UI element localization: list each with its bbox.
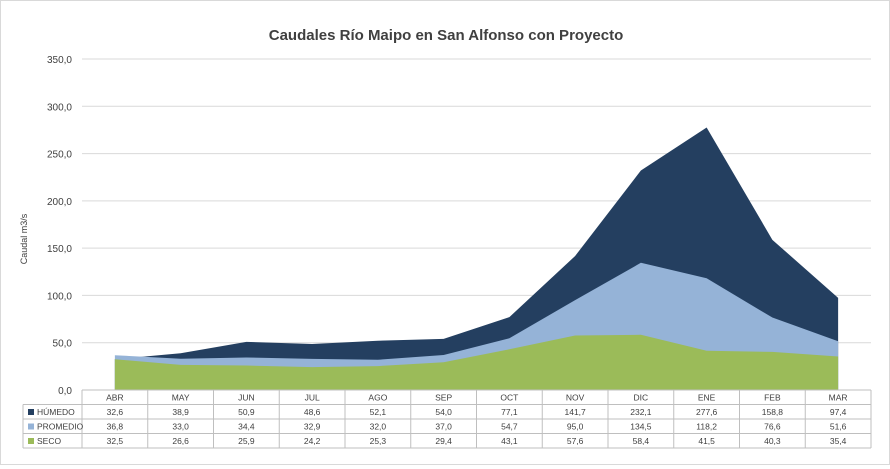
data-label: 33,0	[172, 422, 189, 432]
y-axis-ticks: 0,0 50,0 100,0 150,0 200,0 250,0 300,0 350,0	[47, 55, 72, 397]
legend-key-seco	[28, 438, 34, 444]
y-tick-label: 100,0	[47, 291, 72, 302]
data-label: 37,0	[435, 422, 452, 432]
data-label: 158,8	[762, 407, 784, 417]
data-label: 32,9	[304, 422, 321, 432]
data-label: 50,9	[238, 407, 255, 417]
data-label: 35,4	[830, 436, 847, 446]
data-label: 38,9	[172, 407, 189, 417]
x-tick-label: DIC	[634, 393, 649, 403]
x-tick-label: ABR	[106, 393, 123, 403]
x-tick-label: MAR	[829, 393, 848, 403]
data-label: 97,4	[830, 407, 847, 417]
data-label: 25,9	[238, 436, 255, 446]
data-label: 48,6	[304, 407, 321, 417]
legend-key-promedio	[28, 424, 34, 430]
legend-label-húmedo: HÚMEDO	[37, 407, 75, 417]
x-tick-label: JUL	[305, 393, 320, 403]
data-label: 76,6	[764, 422, 781, 432]
data-label: 25,3	[370, 436, 387, 446]
data-label: 134,5	[630, 422, 652, 432]
data-label: 24,2	[304, 436, 321, 446]
data-label: 77,1	[501, 407, 518, 417]
legend-label-seco: SECO	[37, 436, 61, 446]
data-label: 32,6	[107, 407, 124, 417]
data-label: 141,7	[564, 407, 586, 417]
data-label: 40,3	[764, 436, 781, 446]
x-tick-label: SEP	[435, 393, 452, 403]
x-tick-label: MAY	[172, 393, 190, 403]
y-tick-label: 250,0	[47, 150, 72, 161]
y-tick-label: 350,0	[47, 55, 72, 66]
data-label: 54,7	[501, 422, 518, 432]
plot-areas	[82, 127, 871, 390]
x-tick-label: NOV	[566, 393, 585, 403]
y-tick-label: 200,0	[47, 197, 72, 208]
chart-title: Caudales Río Maipo en San Alfonso con Pr…	[269, 27, 624, 44]
data-label: 58,4	[633, 436, 650, 446]
data-label: 51,6	[830, 422, 847, 432]
x-tick-label: OCT	[500, 393, 518, 403]
data-label: 57,6	[567, 436, 584, 446]
data-label: 277,6	[696, 407, 718, 417]
data-label: 43,1	[501, 436, 518, 446]
data-label: 29,4	[435, 436, 452, 446]
y-axis-label: Caudal m3/s	[19, 213, 29, 264]
data-label: 34,4	[238, 422, 255, 432]
x-tick-label: JUN	[238, 393, 255, 403]
data-label: 118,2	[696, 422, 717, 432]
data-label: 36,8	[107, 422, 124, 432]
y-tick-label: 150,0	[47, 244, 72, 255]
data-label: 26,6	[172, 436, 189, 446]
data-label: 32,0	[370, 422, 387, 432]
data-label: 54,0	[435, 407, 452, 417]
x-tick-label: FEB	[764, 393, 781, 403]
data-label: 95,0	[567, 422, 584, 432]
x-tick-label: AGO	[368, 393, 387, 403]
y-tick-label: 0,0	[58, 386, 72, 397]
x-tick-label: ENE	[698, 393, 716, 403]
legend-label-promedio: PROMEDIO	[37, 422, 84, 432]
data-label: 41,5	[698, 436, 715, 446]
y-tick-label: 50,0	[53, 339, 73, 350]
y-tick-label: 300,0	[47, 102, 72, 113]
data-label: 232,1	[630, 407, 652, 417]
data-table: ABR MAY JUN JUL AGO SEP OCT NOV DIC ENE FEB MAR HÚME…	[23, 390, 871, 448]
data-label: 32,5	[107, 436, 124, 446]
legend-key-húmedo	[28, 409, 34, 415]
data-label: 52,1	[370, 407, 387, 417]
